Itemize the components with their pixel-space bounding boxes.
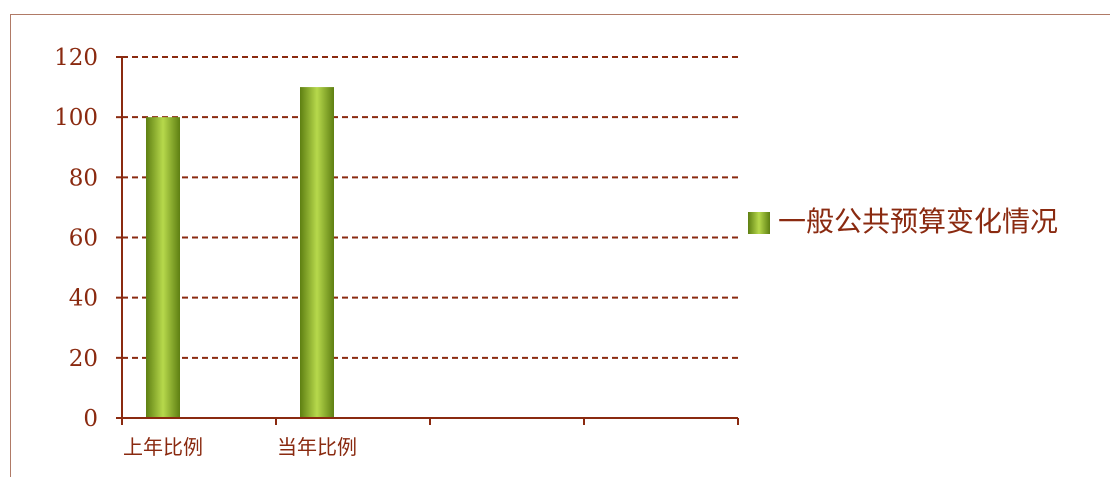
chart-frame xyxy=(10,14,1110,477)
x-category-label: 当年比例 xyxy=(277,435,357,459)
y-tick-label: 40 xyxy=(69,286,98,312)
bar xyxy=(146,117,180,419)
y-tick-label: 100 xyxy=(54,105,98,131)
y-tick-label: 0 xyxy=(83,406,98,432)
bar xyxy=(300,87,334,418)
legend-label: 一般公共预算变化情况 xyxy=(778,205,1059,238)
y-tick-label: 20 xyxy=(69,346,98,372)
y-tick-label: 60 xyxy=(69,226,98,252)
y-tick-labels: 0 20 40 60 80 100 120 xyxy=(54,45,98,432)
axes xyxy=(116,56,739,425)
legend: 一般公共预算变化情况 xyxy=(748,205,1093,239)
bars xyxy=(146,87,334,419)
gridlines xyxy=(122,56,738,359)
y-tick-label: 80 xyxy=(69,165,98,191)
x-category-label: 上年比例 xyxy=(123,435,203,459)
y-tick-label: 120 xyxy=(54,45,98,71)
x-category-labels: 上年比例 当年比例 xyxy=(123,435,357,459)
legend-swatch xyxy=(748,212,770,234)
